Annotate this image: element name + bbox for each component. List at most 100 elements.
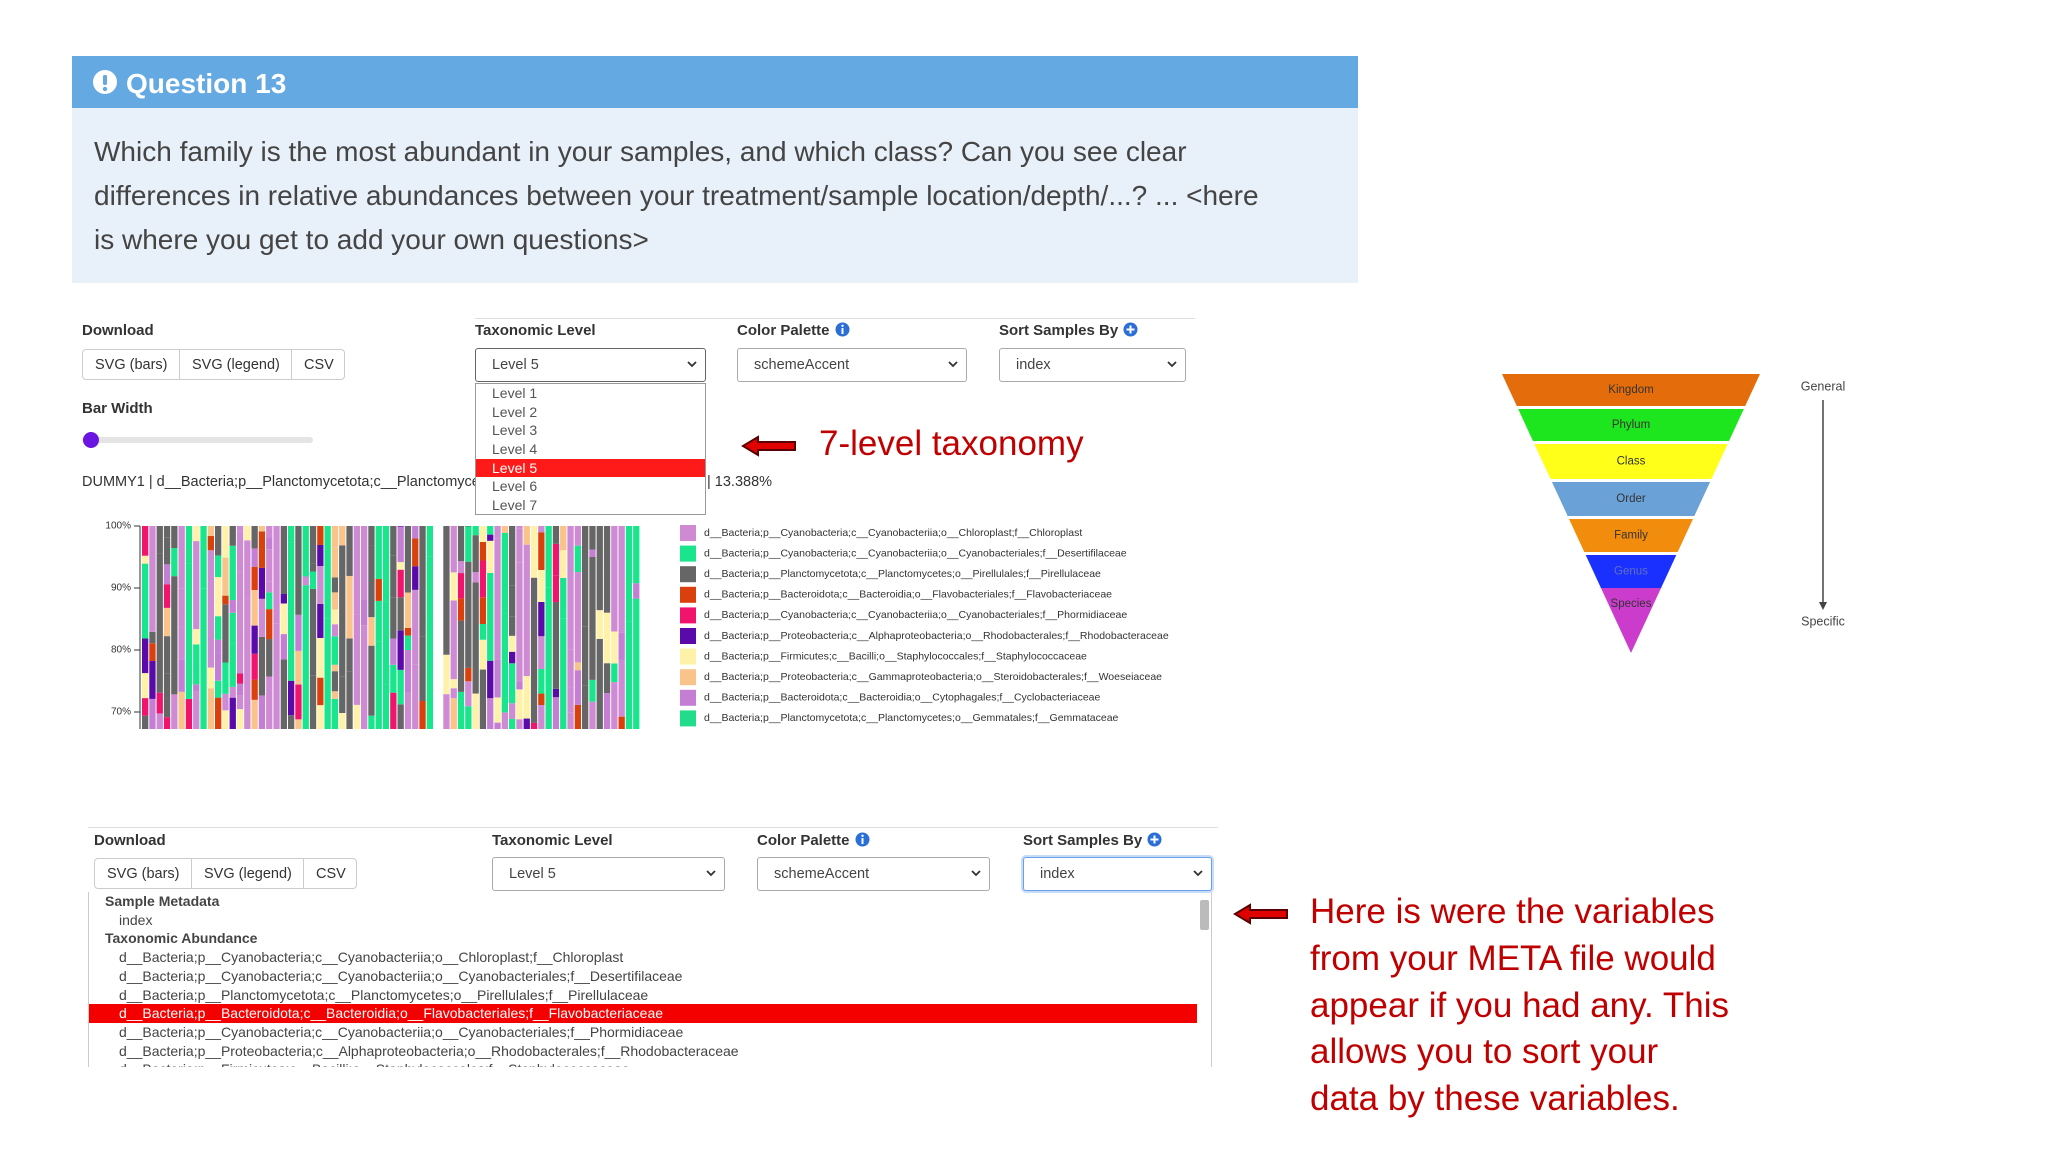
group-label: Sample Metadata — [105, 893, 220, 909]
pyramid-level — [1551, 482, 1711, 516]
legend-swatch — [680, 607, 696, 624]
color-palette-select[interactable]: schemeAccent — [737, 348, 967, 382]
bar-segment — [236, 526, 244, 532]
level-option[interactable]: Level 3 — [492, 422, 538, 439]
chevron — [1167, 361, 1177, 368]
bar-segment — [603, 693, 611, 729]
bar-segment — [222, 595, 229, 605]
bar-segment — [171, 615, 178, 695]
bar-segment — [487, 660, 494, 699]
bar-segment — [538, 704, 545, 729]
bar-segment — [479, 597, 487, 625]
bar-segment — [331, 664, 339, 672]
bar-segment — [251, 679, 258, 700]
bar-segment — [419, 636, 426, 702]
bar-segment — [142, 563, 149, 639]
bar-segment — [244, 598, 251, 679]
sort-option[interactable]: d__Bacteria;p__Cyanobacteria;c__Cyanobac… — [119, 967, 683, 984]
download-button[interactable]: CSV — [291, 349, 345, 380]
level-option[interactable]: Level 2 — [492, 403, 538, 420]
bar-segment — [545, 687, 552, 729]
bar-segment — [545, 526, 552, 582]
bar-segment — [552, 575, 560, 603]
color-palette-label: Color Palette — [737, 322, 850, 339]
bar-segment — [472, 582, 479, 694]
bar-segment — [375, 641, 382, 729]
bar-segment — [236, 683, 244, 696]
bar-segment — [509, 718, 516, 729]
sort-option[interactable]: d__Bacteria;p__Bacteroidota;c__Bacteroid… — [89, 1004, 1197, 1023]
download-button[interactable]: SVG (bars) — [94, 858, 192, 889]
level-dropdown: Level 1 Level 2 Level 3 Level 4 Level 5 Level… — [475, 383, 706, 515]
y-tick-label: 100% — [105, 521, 131, 532]
bar-segment — [611, 682, 618, 729]
bar-segment — [479, 669, 487, 729]
bar-segment — [368, 545, 375, 618]
level-option[interactable]: Level 7 — [492, 497, 538, 514]
bar-segment — [457, 620, 465, 692]
bar-segment — [200, 588, 207, 729]
bar-segment — [538, 636, 545, 670]
bar-segment — [215, 555, 222, 578]
bar-segment — [295, 526, 302, 615]
bar-segment — [390, 526, 397, 556]
sort-option[interactable]: index — [119, 911, 153, 928]
level-option[interactable]: Level 1 — [492, 385, 538, 401]
bar-segment — [288, 542, 295, 681]
bar-segment — [163, 526, 171, 538]
bar-segment — [390, 638, 397, 665]
download-button[interactable]: SVG (bars) — [82, 349, 180, 380]
bar-segment — [589, 556, 596, 680]
bar-segment — [171, 576, 178, 616]
level-option[interactable]: Level 6 — [492, 478, 538, 495]
taxonomic-level-select[interactable]: Level 5 — [492, 857, 725, 891]
sort-option[interactable]: d__Bacteria;p__Planctomycetota;c__Planct… — [119, 986, 649, 1003]
color-palette-select[interactable]: schemeAccent — [757, 857, 990, 891]
bar-segment — [244, 540, 251, 599]
taxonomic-level-select[interactable]: Level 5 — [475, 348, 706, 382]
download-button[interactable]: SVG (legend) — [179, 349, 292, 380]
bar-segment — [193, 684, 200, 692]
sort-select[interactable]: index — [1023, 857, 1212, 891]
bar-segment — [353, 704, 360, 729]
bar-segment — [494, 697, 501, 723]
bar-segment — [412, 526, 419, 539]
bar-segment — [258, 598, 266, 637]
level-option[interactable]: Level 4 — [492, 441, 538, 458]
legend-swatch — [680, 669, 696, 686]
level-option[interactable]: Level 5 — [476, 458, 705, 478]
pyramid-level — [1534, 444, 1728, 479]
sort-option[interactable]: d__Bacteria;p__Proteobacteria;c__Alphapr… — [119, 1042, 739, 1059]
legend-swatch — [680, 628, 696, 644]
bar-segment — [501, 712, 508, 729]
download-button[interactable]: SVG (legend) — [191, 858, 304, 889]
annotation-arrow — [1233, 903, 1288, 925]
legend-label: d__Bacteria;p__Proteobacteria;c__Alphapr… — [704, 630, 1169, 642]
specific-label: Specific — [1801, 614, 1845, 628]
sort-select[interactable]: index — [999, 348, 1186, 382]
bar-segment — [163, 673, 171, 699]
sort-option[interactable]: d__Bacteria;p__Firmicutes;c__Bacilli;o__… — [89, 1060, 1197, 1067]
bar-segment — [457, 526, 465, 562]
bar-segment — [331, 577, 339, 593]
bar-segment — [215, 577, 222, 617]
select-value: Level 5 — [492, 357, 539, 373]
bar-segment — [426, 526, 433, 557]
pyramid-label: Class — [1617, 456, 1646, 468]
sort-option[interactable]: d__Bacteria;p__Cyanobacteria;c__Cyanobac… — [119, 949, 624, 966]
bar-segment — [149, 660, 156, 699]
bar-segment — [412, 589, 419, 665]
download-button[interactable]: CSV — [303, 858, 357, 889]
bar-segment — [302, 585, 309, 729]
bar-segment — [611, 631, 618, 664]
legend-swatch — [680, 689, 696, 706]
bar-segment — [317, 544, 324, 567]
slider-knob[interactable] — [83, 432, 99, 448]
bar-segment — [266, 581, 273, 593]
bar-segment — [450, 679, 457, 689]
bar-segment — [142, 526, 149, 556]
bar-segment — [193, 629, 200, 645]
bar-segment — [193, 541, 200, 575]
sort-option[interactable]: d__Bacteria;p__Cyanobacteria;c__Cyanobac… — [119, 1023, 684, 1040]
